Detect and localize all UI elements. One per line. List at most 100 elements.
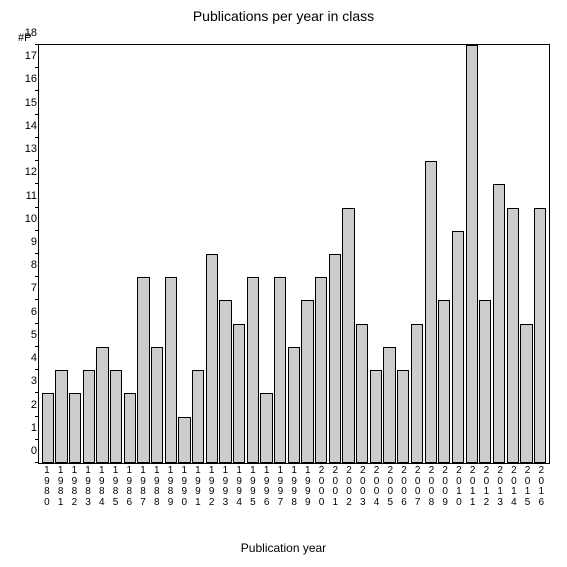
bar	[301, 300, 313, 463]
bar	[110, 370, 122, 463]
bar	[288, 347, 300, 463]
bar-slot	[246, 45, 260, 463]
bar	[192, 370, 204, 463]
bar	[452, 231, 464, 463]
bar-slot	[383, 45, 397, 463]
bar-slot	[260, 45, 274, 463]
x-tick-label: 2011	[466, 466, 480, 508]
x-tick-label: 2016	[534, 466, 548, 508]
plot-area: 0123456789101112131415161718	[38, 44, 550, 464]
x-tick-label: 1990	[177, 466, 191, 508]
bar	[260, 393, 272, 463]
x-tick-label: 2010	[452, 466, 466, 508]
x-tick-label: 1988	[150, 466, 164, 508]
bar	[151, 347, 163, 463]
x-tick-label: 1992	[205, 466, 219, 508]
x-tick-label: 1998	[287, 466, 301, 508]
chart-title: Publications per year in class	[0, 8, 567, 24]
bar	[83, 370, 95, 463]
x-tick-label: 1989	[164, 466, 178, 508]
bar-slot	[109, 45, 123, 463]
bar	[425, 161, 437, 463]
bar	[137, 277, 149, 463]
x-tick-label: 1982	[67, 466, 81, 508]
x-tick-label: 1996	[260, 466, 274, 508]
bar	[274, 277, 286, 463]
y-tick-label: 17	[7, 50, 39, 62]
bar	[342, 208, 354, 463]
bar	[42, 393, 54, 463]
bar-slot	[506, 45, 520, 463]
x-tick-label: 1980	[40, 466, 54, 508]
x-tick-label: 1984	[95, 466, 109, 508]
bar-slot	[287, 45, 301, 463]
bar-slot	[150, 45, 164, 463]
bar	[96, 347, 108, 463]
bar	[534, 208, 546, 463]
bar-slot	[479, 45, 493, 463]
bar-slot	[82, 45, 96, 463]
x-tick-label: 1991	[191, 466, 205, 508]
bar-slot	[55, 45, 69, 463]
bar-slot	[342, 45, 356, 463]
bar-slot	[424, 45, 438, 463]
bar	[397, 370, 409, 463]
y-tick-label: 10	[7, 213, 39, 225]
y-tick-label: 13	[7, 143, 39, 155]
x-tick-label: 1994	[232, 466, 246, 508]
y-tick-label: 11	[7, 190, 39, 202]
x-tick-label: 2004	[370, 466, 384, 508]
bar	[233, 324, 245, 463]
y-tick-label: 12	[7, 166, 39, 178]
y-tick-label: 5	[7, 329, 39, 341]
bar-slot	[178, 45, 192, 463]
bar-slot	[492, 45, 506, 463]
x-tick-label: 2014	[507, 466, 521, 508]
bar	[466, 45, 478, 463]
y-tick-label: 7	[7, 282, 39, 294]
x-tick-label: 2001	[328, 466, 342, 508]
bar	[370, 370, 382, 463]
bar	[479, 300, 491, 463]
bar	[356, 324, 368, 463]
bar-slot	[219, 45, 233, 463]
y-tick-label: 0	[7, 445, 39, 457]
x-tick-label: 1985	[109, 466, 123, 508]
bar	[438, 300, 450, 463]
bar-slot	[96, 45, 110, 463]
y-tick-label: 6	[7, 306, 39, 318]
bar	[178, 417, 190, 463]
y-tick-label: 4	[7, 352, 39, 364]
x-tick-label: 1981	[54, 466, 68, 508]
bar	[493, 184, 505, 463]
x-tick-label: 2012	[480, 466, 494, 508]
bar	[383, 347, 395, 463]
x-tick-label: 2000	[315, 466, 329, 508]
bar-slot	[232, 45, 246, 463]
x-tick-label: 2007	[411, 466, 425, 508]
x-tick-label: 1986	[122, 466, 136, 508]
x-tick-label: 1995	[246, 466, 260, 508]
bar-slot	[301, 45, 315, 463]
y-tick-label: 2	[7, 399, 39, 411]
y-tick-label: 3	[7, 375, 39, 387]
publications-chart: Publications per year in class #P 012345…	[0, 0, 567, 567]
bar	[411, 324, 423, 463]
x-tick-label: 2005	[383, 466, 397, 508]
x-tick-label: 1997	[273, 466, 287, 508]
y-tick-label: 9	[7, 236, 39, 248]
bar-slot	[328, 45, 342, 463]
y-tick-label: 8	[7, 259, 39, 271]
y-tick-label: 18	[7, 27, 39, 39]
x-tick-label: 2015	[521, 466, 535, 508]
bar-slot	[355, 45, 369, 463]
x-tick-label: 1993	[219, 466, 233, 508]
x-tick-label: 1987	[136, 466, 150, 508]
bar-slot	[533, 45, 547, 463]
bar-slot	[191, 45, 205, 463]
x-tick-label: 2013	[493, 466, 507, 508]
bar	[247, 277, 259, 463]
x-labels-region: 1980198119821983198419851986198719881989…	[38, 466, 550, 508]
bar-slot	[437, 45, 451, 463]
bar-slot	[68, 45, 82, 463]
